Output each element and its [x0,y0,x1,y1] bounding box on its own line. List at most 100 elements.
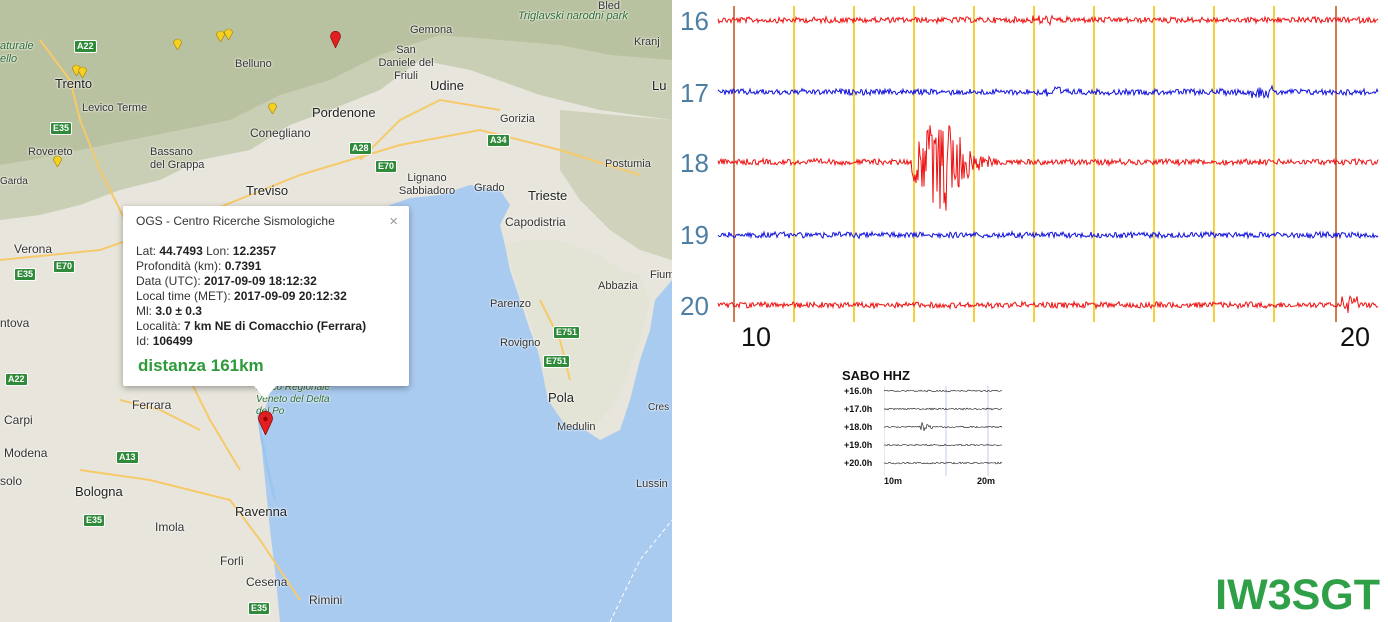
place-label: Carpi [4,413,33,427]
distance-text: distanza 161km [138,356,264,375]
place-label: ntova [0,316,30,330]
place-label: Trento [55,76,93,91]
hour-label: 16 [680,6,709,36]
mini-trace [884,422,1003,432]
road-shield: E70 [53,260,76,273]
place-label: Rovigno [500,337,541,349]
ml-label: Ml: [136,304,152,318]
quake-marker-icon[interactable] [173,38,182,50]
place-label: San Daniele del Friuli [378,44,434,82]
place-label: Treviso [246,183,289,198]
quake-marker-red-icon[interactable] [330,31,341,48]
road-shield: A13 [116,451,139,464]
place-label: Triglavski narodni park [518,10,628,22]
place-label: Capodistria [505,215,566,229]
place-label: Medulin [557,421,596,433]
place-label: Verona [14,242,53,256]
place-label: Conegliano [250,126,311,140]
close-icon[interactable]: × [389,213,398,230]
loc-label: Località: [136,319,181,333]
depth-label: Profondità (km): [136,259,222,273]
seismic-trace [717,14,1379,27]
place-label: Ferrara [132,398,172,412]
road-shield: E751 [553,326,581,339]
place-label: Belluno [235,58,272,70]
road-shield: E70 [375,160,398,173]
place-label: Lussin [636,478,668,490]
ml-value: 3.0 ± 0.3 [155,304,202,318]
seismic-trace [717,229,1379,240]
place-label: Imola [155,520,185,534]
mini-trace [884,461,1003,465]
place-label: Cesena [246,575,288,589]
mini-row-label: +19.0h [844,440,873,450]
hour-label: 20 [680,291,709,321]
road-shield: A22 [5,373,28,386]
place-label: Lu [652,78,667,93]
lon-label: Lon: [206,244,230,258]
road-shield: E35 [50,122,73,135]
seismic-trace [717,295,1379,313]
place-label: Trieste [528,188,568,203]
station-title: SABO HHZ [842,368,910,383]
place-label: Rovereto [28,146,73,158]
event-details: Lat: 44.7493 Lon: 12.2357 Profondità (km… [136,244,366,349]
place-label: Abbazia [598,280,638,292]
road-shield: E35 [14,268,37,281]
place-label: Lignano Sabbiadoro [398,172,456,197]
lon-value: 12.2357 [232,244,277,258]
place-label: Parenzo [490,298,531,310]
quake-marker-icon[interactable] [78,66,87,78]
mini-trace [884,443,1003,447]
quake-marker-icon[interactable] [224,28,233,40]
place-label: Modena [4,446,48,460]
place-label: Pordenone [312,105,376,120]
hour-label: 19 [680,220,709,250]
mini-traces [884,386,1003,476]
epicenter-marker-icon[interactable] [258,411,273,435]
x-tick-label: 10 [741,322,772,352]
seismogram-panel [717,6,1379,322]
road-shield: E35 [83,514,106,527]
utc-label: Data (UTC): [136,274,201,288]
place-label: Parco Regionale Veneto del Delta del Po [256,382,330,417]
place-label: Bled [598,0,621,12]
place-label: Udine [430,78,464,93]
road-shield: E751 [543,355,571,368]
mini-row-label: +16.0h [844,386,873,396]
popup-title: OGS - Centro Ricerche Sismologiche [136,214,335,228]
met-value: 2017-09-09 20:12:32 [234,289,347,303]
mini-trace [884,407,1003,411]
place-label: Levico Terme [82,102,148,114]
seismic-trace [717,84,1379,100]
quake-marker-icon[interactable] [53,155,62,167]
lat-label: Lat: [136,244,157,258]
place-label: aturale ello [0,40,34,65]
road-shield: E35 [248,602,271,615]
hour-label: 18 [680,148,709,178]
utc-value: 2017-09-09 18:12:32 [204,274,317,288]
place-label: Grado [474,182,505,194]
place-label: Fiume [650,269,672,281]
quake-marker-icon[interactable] [268,102,277,114]
place-label: Bologna [75,484,123,499]
place-label: Bassano del Grappa [150,146,205,171]
map-panel[interactable]: Trento Levico Terme Rovereto Bassano del… [0,0,672,622]
place-label: Rimini [309,593,343,607]
place-label: Cres [648,402,670,413]
callsign-watermark: IW3SGT [1215,571,1380,619]
loc-value: 7 km NE di Comacchio (Ferrara) [184,319,367,333]
mini-row-label: +20.0h [844,458,873,468]
road-shield: A34 [487,134,510,147]
place-label: Gorizia [500,113,535,125]
met-label: Local time (MET): [136,289,231,303]
seismic-trace [717,125,1379,211]
mini-x-label: 10m [884,476,903,486]
place-label: Kranj [634,36,660,48]
mini-row-label: +17.0h [844,404,873,414]
mini-row-label: +18.0h [844,422,873,432]
mini-x-label: 20m [977,476,996,486]
quake-marker-icon[interactable] [216,30,225,42]
depth-value: 0.7391 [224,259,262,273]
mini-trace [884,389,1003,393]
